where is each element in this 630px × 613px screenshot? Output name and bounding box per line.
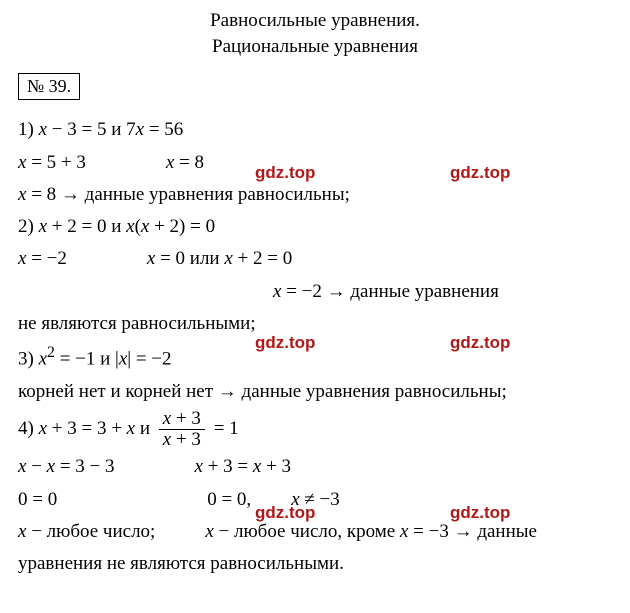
watermark-4: gdz.top [450, 333, 510, 353]
p1-line1: 1) x − 3 = 5 и 7x = 56 [18, 114, 612, 146]
p4-line2: x − x = 3 − 3x + 3 = x + 3 [18, 451, 612, 483]
title-line-1: Равносильные уравнения. [18, 8, 612, 34]
p1-line3: x = 8 → данные уравнения равносильны; [18, 179, 612, 211]
p2-line1: 2) x + 2 = 0 и x(x + 2) = 0 [18, 211, 612, 243]
p2-line3: x = −2 → данные уравнения [18, 276, 612, 308]
watermark-5: gdz.top [255, 503, 315, 523]
problem-number: № 39. [18, 73, 80, 100]
watermark-2: gdz.top [450, 163, 510, 183]
watermark-3: gdz.top [255, 333, 315, 353]
title-block: Равносильные уравнения. Рациональные ура… [18, 8, 612, 59]
fraction: x + 3x + 3 [159, 409, 205, 452]
p3-line2: корней нет и корней нет → данные уравнен… [18, 376, 612, 408]
p2-line2: x = −2x = 0 или x + 2 = 0 [18, 243, 612, 275]
p4-line5: уравнения не являются равносильными. [18, 548, 612, 580]
watermark-1: gdz.top [255, 163, 315, 183]
title-line-2: Рациональные уравнения [18, 34, 612, 60]
p4-line1: 4) x + 3 = 3 + x и x + 3x + 3 = 1 [18, 408, 612, 451]
watermark-6: gdz.top [450, 503, 510, 523]
